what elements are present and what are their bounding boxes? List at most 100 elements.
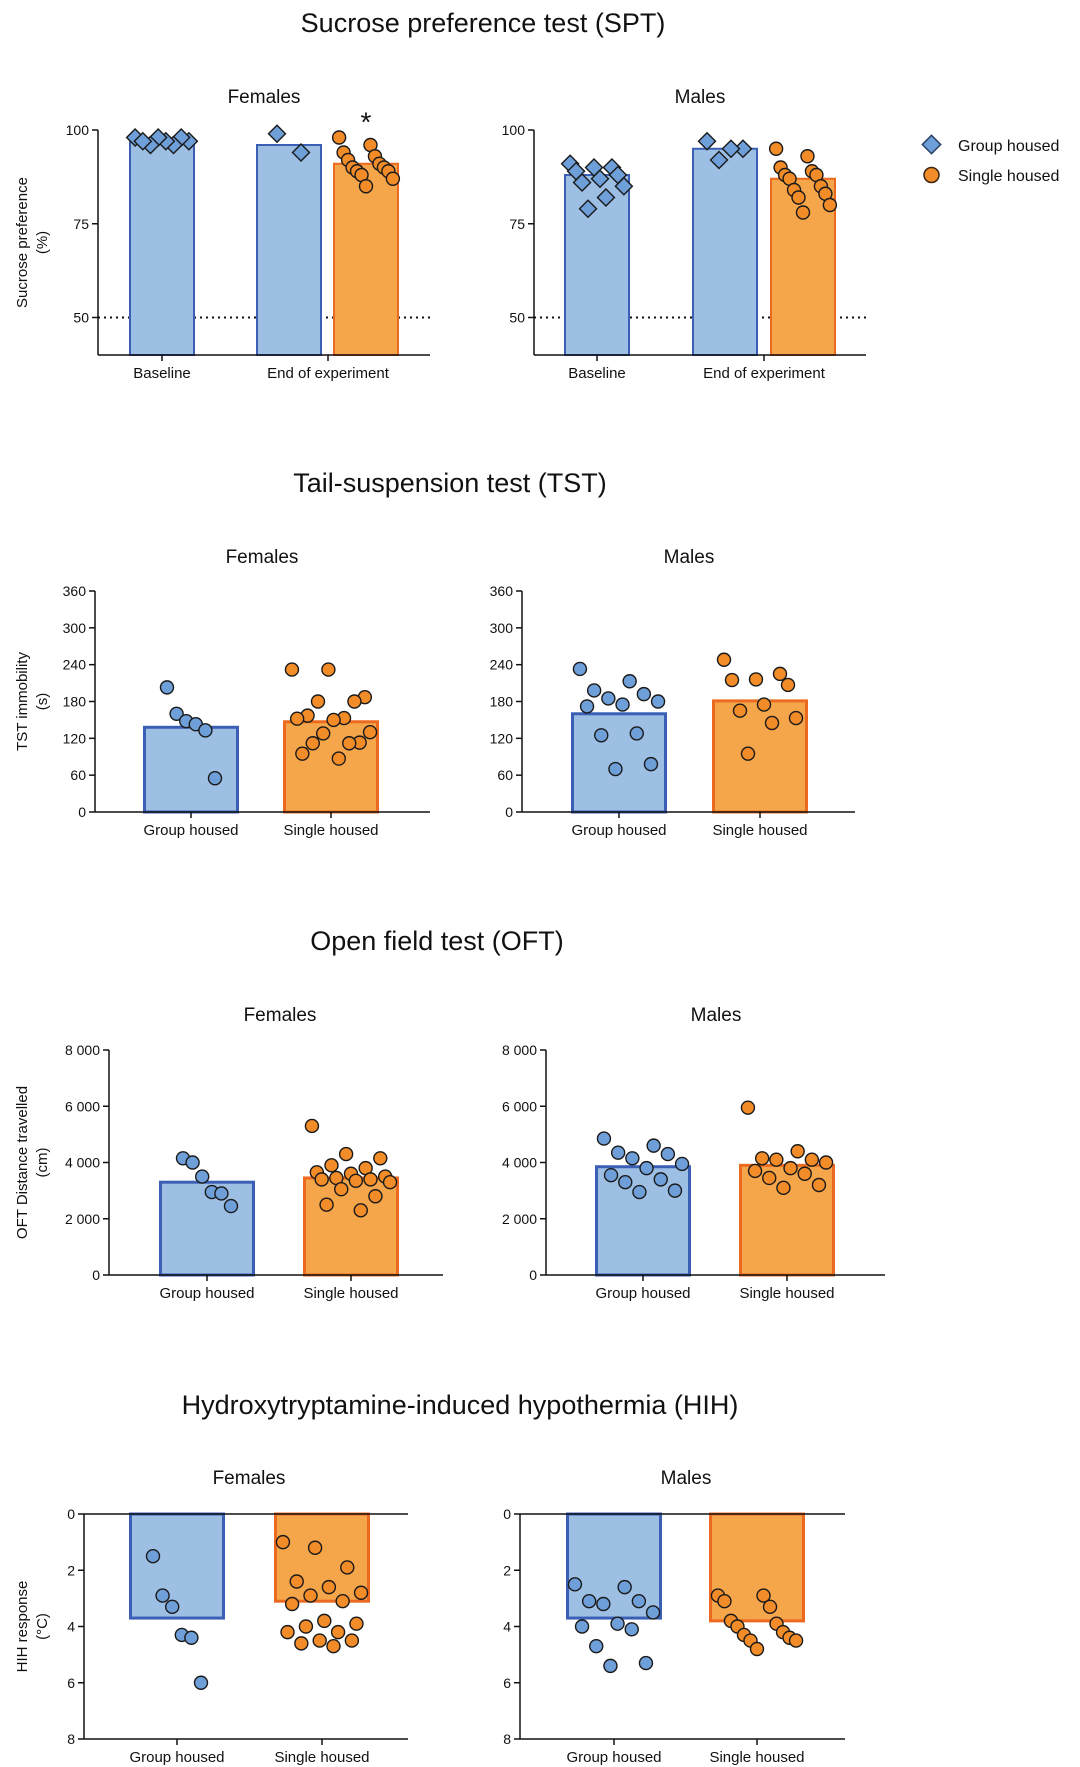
data-point bbox=[338, 1146, 354, 1162]
y-tick-label: 120 bbox=[63, 730, 87, 746]
bar-group-housed bbox=[692, 147, 758, 356]
panel-title: Females bbox=[226, 547, 299, 568]
data-point bbox=[193, 1675, 209, 1690]
y-axis-label: HIH response bbox=[14, 1581, 31, 1673]
y-tick-label: 75 bbox=[73, 216, 89, 232]
data-point bbox=[762, 1170, 777, 1186]
data-point bbox=[783, 1160, 798, 1176]
data-point bbox=[756, 697, 772, 712]
y-tick-label: 2 bbox=[503, 1562, 511, 1578]
y-tick-label: 0 bbox=[529, 1267, 537, 1283]
y-tick-label: 8 000 bbox=[502, 1042, 537, 1058]
data-point bbox=[768, 141, 784, 156]
data-point bbox=[567, 1577, 583, 1592]
bar-group-housed bbox=[129, 140, 195, 356]
y-tick-label: 6 000 bbox=[502, 1098, 537, 1114]
data-point bbox=[321, 662, 336, 677]
data-point bbox=[164, 1599, 180, 1615]
panel-title: Females bbox=[244, 1005, 317, 1026]
data-point bbox=[660, 1146, 676, 1162]
data-point bbox=[334, 1182, 349, 1197]
data-point bbox=[155, 1588, 170, 1603]
legend-label-group: Group housed bbox=[958, 138, 1059, 155]
data-point bbox=[289, 711, 305, 726]
data-point bbox=[822, 197, 838, 213]
y-tick-label: 8 bbox=[67, 1731, 75, 1747]
y-tick-label: 0 bbox=[67, 1506, 75, 1522]
data-point bbox=[795, 205, 811, 220]
data-point bbox=[646, 1138, 661, 1153]
legend-diamond-icon bbox=[921, 134, 942, 155]
data-point bbox=[330, 1624, 346, 1640]
y-tick-label: 0 bbox=[92, 1267, 100, 1283]
data-point bbox=[617, 1579, 632, 1595]
y-tick-label: 8 000 bbox=[65, 1042, 100, 1058]
data-point bbox=[764, 715, 780, 731]
data-point bbox=[382, 1174, 398, 1190]
data-point bbox=[342, 736, 357, 751]
panel-tst-males: Males 0 60 120 180 240 300 360 Group housed Singl… bbox=[490, 547, 855, 839]
data-point bbox=[804, 1152, 820, 1167]
data-point bbox=[310, 694, 326, 709]
data-point bbox=[185, 1155, 200, 1170]
data-point bbox=[267, 124, 287, 144]
x-category-label: Group housed bbox=[595, 1285, 690, 1302]
data-point bbox=[294, 1636, 309, 1651]
data-point bbox=[780, 677, 796, 693]
bar-group-housed bbox=[159, 1180, 255, 1277]
data-point bbox=[574, 1619, 590, 1634]
data-point bbox=[614, 176, 634, 196]
panel-title: Males bbox=[661, 1468, 712, 1489]
y-tick-label: 240 bbox=[490, 657, 514, 673]
legend-circle-icon bbox=[923, 166, 940, 184]
data-point bbox=[590, 169, 610, 189]
y-tick-label: 8 bbox=[503, 1731, 511, 1747]
bar-group-housed bbox=[129, 1512, 225, 1620]
data-point bbox=[579, 699, 595, 714]
y-axis-unit: (cm) bbox=[34, 1148, 51, 1178]
section-title-tst: Tail-suspension test (TST) bbox=[293, 468, 607, 498]
y-tick-label: 100 bbox=[66, 122, 90, 138]
data-point bbox=[335, 1593, 350, 1609]
y-tick-label: 4 bbox=[67, 1619, 75, 1635]
data-point bbox=[284, 662, 300, 677]
data-point bbox=[608, 761, 623, 777]
data-point bbox=[581, 1593, 597, 1609]
y-tick-label: 300 bbox=[63, 620, 87, 636]
y-tick-label: 2 000 bbox=[502, 1211, 537, 1227]
data-point bbox=[721, 139, 741, 159]
data-point bbox=[632, 1184, 647, 1200]
x-category-label: End of experiment bbox=[267, 365, 390, 382]
panel-oft-males: Males 0 2 000 4 000 6 000 8 000 Group housed Si… bbox=[502, 1005, 885, 1302]
data-point bbox=[610, 1145, 626, 1160]
data-point bbox=[740, 746, 756, 761]
legend-label-single: Single housed bbox=[958, 168, 1059, 185]
data-point bbox=[732, 703, 748, 718]
y-tick-label: 6 bbox=[503, 1675, 511, 1691]
panel-oft-females: Females 0 2 000 4 000 6 000 8 000 Group housed… bbox=[14, 1005, 443, 1302]
data-point bbox=[280, 1624, 295, 1640]
y-tick-label: 0 bbox=[78, 804, 86, 820]
y-tick-label: 120 bbox=[490, 730, 514, 746]
data-point bbox=[769, 1152, 784, 1167]
bar-group-housed bbox=[256, 144, 322, 356]
data-point bbox=[791, 190, 806, 205]
data-point bbox=[312, 1633, 327, 1648]
section-title-oft: Open field test (OFT) bbox=[310, 926, 564, 956]
data-point bbox=[645, 1605, 661, 1620]
data-point bbox=[353, 1585, 369, 1600]
bar-group-housed bbox=[143, 725, 239, 814]
data-point bbox=[636, 686, 652, 702]
data-point bbox=[362, 724, 378, 740]
data-point bbox=[762, 1599, 778, 1615]
x-category-label: Group housed bbox=[159, 1285, 254, 1302]
data-point bbox=[603, 1658, 618, 1674]
data-point bbox=[639, 1160, 654, 1176]
y-tick-label: 360 bbox=[63, 583, 87, 599]
panel-title: Males bbox=[664, 547, 715, 568]
y-tick-label: 60 bbox=[497, 767, 513, 783]
data-point bbox=[697, 131, 717, 151]
data-point bbox=[275, 1534, 291, 1550]
data-point bbox=[716, 652, 732, 667]
data-point bbox=[289, 1574, 304, 1589]
